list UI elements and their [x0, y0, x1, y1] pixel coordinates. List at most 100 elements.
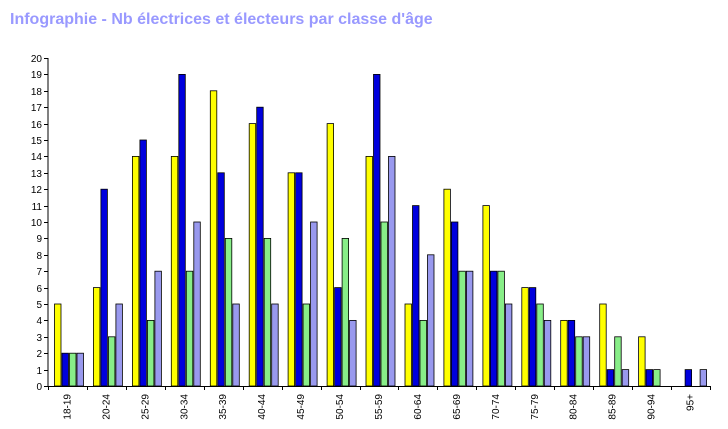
y-tick-label: 18: [31, 87, 43, 98]
bar-series-1-85-89: [599, 303, 607, 387]
y-tick-label: 2: [36, 349, 42, 360]
bar-series-4-55-59: [388, 155, 396, 387]
bar-series-1-70-74: [482, 205, 490, 387]
bar-series-3-85-89: [614, 336, 622, 387]
bar-series-2-95+: [684, 369, 692, 387]
bar-series-4-35-39: [232, 303, 240, 387]
x-axis: 18-19 20-24 25-29 30-34 35-39 40-44 45-49 50-54…: [48, 386, 711, 420]
bar-series-4-45-49: [310, 221, 318, 387]
bar-series-3-75-79: [536, 303, 544, 387]
bar-series-3-60-64: [419, 319, 427, 387]
x-tick-label: 50-54: [335, 394, 346, 420]
y-tick-label: 15: [31, 136, 43, 147]
bar-series-2-60-64: [412, 205, 420, 387]
x-tick-label: 90-94: [647, 394, 658, 420]
y-tick-label: 7: [36, 267, 42, 278]
bar-series-3-40-44: [263, 237, 272, 387]
bar-series-4-95+: [699, 369, 707, 387]
bar-series-3-30-34: [185, 270, 194, 387]
x-tick-label: 40-44: [257, 394, 268, 420]
bar-series-2-30-34: [178, 74, 186, 387]
x-tick-label: 95+: [686, 394, 697, 411]
bar-series-1-65-69: [443, 188, 451, 387]
bar-series-3-70-74: [497, 270, 505, 387]
y-tick-label: 17: [31, 103, 43, 114]
y-tick-label: 13: [31, 169, 43, 180]
y-tick-label: 1: [36, 366, 42, 377]
y-tick-label: 14: [31, 152, 43, 163]
bar-series-2-75-79: [528, 287, 537, 387]
y-tick-label: 10: [31, 218, 43, 229]
bar-series-1-75-79: [521, 287, 529, 387]
y-tick-label: 16: [31, 120, 43, 131]
y-tick-label: 19: [31, 70, 43, 81]
bar-series-2-45-49: [295, 172, 303, 387]
bar-series-4-85-89: [621, 369, 630, 387]
x-tick-label: 65-69: [452, 394, 463, 420]
y-tick-label: 20: [31, 54, 43, 65]
bar-series-3-55-59: [380, 221, 388, 387]
bar-series-1-18-19: [54, 303, 62, 387]
x-tick-label: 55-59: [374, 394, 385, 420]
bar-series-2-85-89: [606, 369, 615, 387]
x-tick-label: 20-24: [101, 394, 112, 420]
x-tick-label: 85-89: [608, 394, 619, 420]
bar-series-2-50-54: [334, 287, 342, 387]
x-tick-label: 80-84: [569, 394, 580, 420]
bar-series-2-65-69: [450, 221, 459, 387]
bar-series-3-20-24: [108, 336, 116, 387]
bar-series-4-60-64: [427, 254, 435, 387]
bar-series-1-35-39: [209, 90, 218, 387]
x-tick-label: 60-64: [413, 394, 424, 420]
bar-series-4-40-44: [271, 303, 279, 387]
bar-series-4-18-19: [76, 352, 84, 387]
bar-series-1-30-34: [170, 155, 179, 387]
bar-series-2-18-19: [61, 352, 69, 387]
bar-series-2-90-94: [645, 369, 653, 387]
bar-series-2-80-84: [567, 319, 576, 387]
bar-series-4-80-84: [582, 336, 591, 387]
bar-series-1-55-59: [365, 155, 373, 387]
x-tick-label: 70-74: [491, 394, 502, 420]
bar-series-3-80-84: [575, 336, 583, 387]
bar-series-1-25-29: [131, 155, 140, 387]
bar-series-3-35-39: [224, 237, 233, 387]
bar-series-3-90-94: [653, 369, 661, 387]
bar-series-1-80-84: [560, 319, 568, 387]
bar-series-4-50-54: [349, 319, 357, 387]
y-tick-label: 11: [32, 202, 43, 213]
y-tick-label: 3: [36, 333, 42, 344]
bar-series-3-50-54: [341, 237, 350, 387]
bar-series-3-65-69: [458, 270, 466, 387]
bar-series-1-20-24: [93, 287, 101, 387]
bar-series-1-45-49: [287, 172, 296, 387]
bar-series-1-60-64: [404, 303, 412, 387]
y-tick-label: 4: [36, 316, 42, 327]
bar-series-1-40-44: [248, 123, 257, 387]
bar-series-2-35-39: [217, 172, 225, 387]
bar-series-3-45-49: [302, 303, 311, 387]
bar-series-2-40-44: [256, 106, 264, 387]
x-tick-label: 45-49: [296, 394, 307, 420]
x-tick-label: 35-39: [218, 394, 229, 420]
bar-series-3-18-19: [69, 352, 77, 387]
y-tick-label: 9: [36, 234, 42, 245]
bar-series-4-65-69: [465, 270, 474, 387]
bar-series-3-25-29: [146, 319, 155, 387]
x-tick-label: 25-29: [140, 394, 151, 420]
chart-title: Infographie - Nb électrices et électeurs…: [10, 11, 433, 28]
bar-series-4-25-29: [154, 270, 162, 387]
bar-series-2-55-59: [373, 74, 381, 387]
bar-series-4-70-74: [504, 303, 513, 387]
bar-series-4-75-79: [543, 319, 552, 387]
y-tick-label: 6: [36, 284, 42, 295]
y-tick-label: 8: [36, 251, 42, 262]
bar-series-4-20-24: [115, 303, 123, 387]
x-tick-label: 30-34: [179, 394, 190, 420]
bar-series-1-90-94: [638, 336, 646, 387]
x-tick-label: 75-79: [530, 394, 541, 420]
bar-series-4-30-34: [193, 221, 201, 387]
y-tick-label: 0: [36, 382, 42, 393]
